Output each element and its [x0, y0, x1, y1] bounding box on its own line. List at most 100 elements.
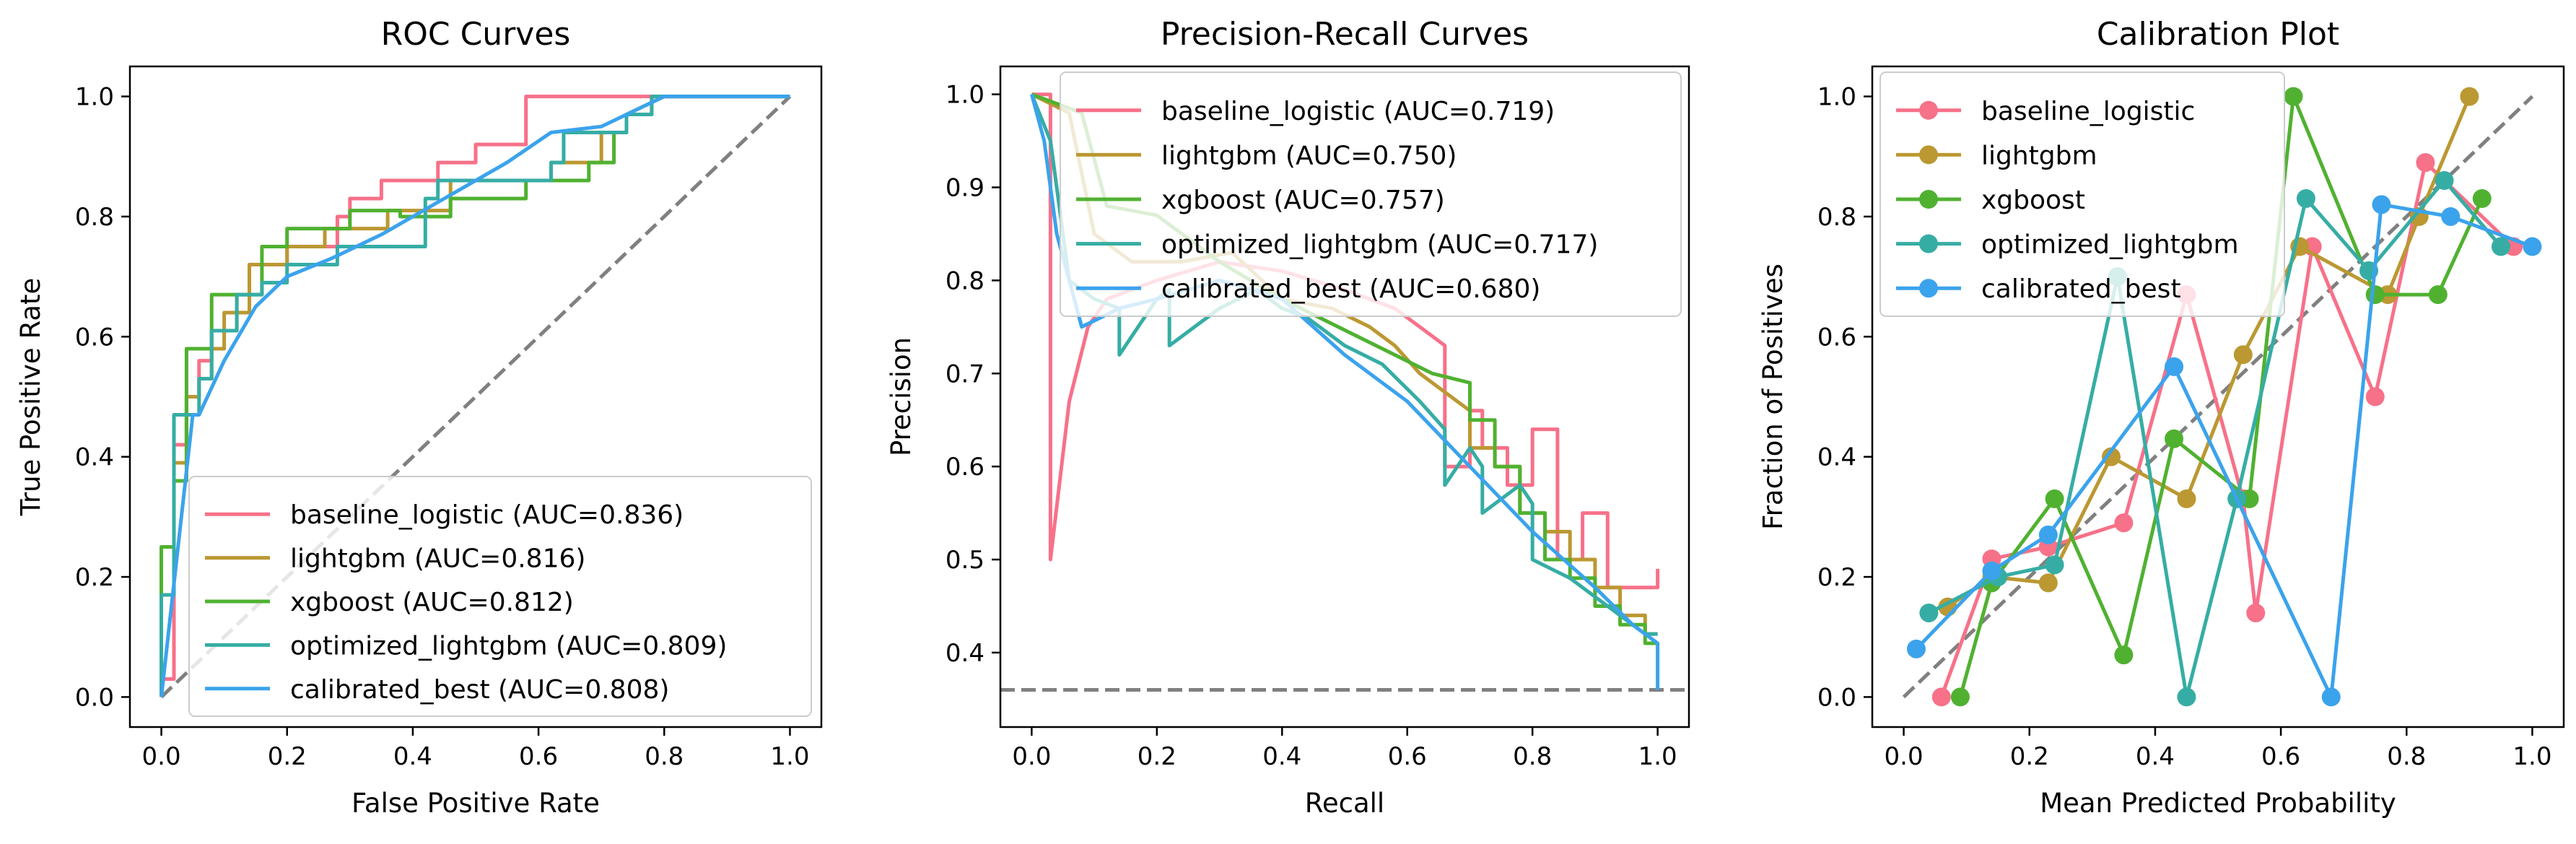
legend: baseline_logistic lightgbm xgboost optimize… [1879, 71, 2285, 317]
data-point [2284, 87, 2303, 106]
x-tick-label: 0.4 [1262, 742, 1301, 771]
data-point [1950, 687, 1970, 707]
data-point [2321, 687, 2341, 707]
x-tick-label: 0.2 [2010, 742, 2049, 771]
axes-frame [1871, 65, 2565, 728]
y-tick-label: 0.6 [1817, 323, 1856, 352]
data-point [2416, 153, 2435, 173]
data-point [2372, 195, 2391, 214]
legend-entry: lightgbm (AUC=0.816) [290, 544, 585, 574]
x-axis-label: Recall [1305, 788, 1384, 819]
data-point [2038, 525, 2058, 544]
y-axis-label: True Positive Rate [15, 278, 46, 517]
data-point [2233, 345, 2253, 365]
y-tick-label: 0.6 [75, 323, 114, 352]
x-tick-label: 0.8 [645, 742, 684, 771]
data-point [1931, 687, 1951, 707]
legend-marker [1919, 190, 1938, 209]
x-tick-label: 0.6 [2261, 742, 2300, 771]
legend-entry: calibrated_best [1981, 274, 2181, 304]
data-point [2460, 87, 2479, 106]
legend-marker [1919, 145, 1938, 165]
legend-entry: calibrated_best (AUC=0.808) [290, 675, 669, 705]
x-tick-label: 0.4 [2136, 742, 2175, 771]
reference-line [160, 95, 792, 699]
data-point [2296, 189, 2315, 208]
legend-marker [1919, 279, 1938, 298]
legend-entry: optimized_lightgbm (AUC=0.717) [1161, 230, 1598, 260]
x-tick-label: 0.0 [142, 742, 181, 771]
data-point [2101, 447, 2121, 466]
legend-entry: xgboost [1981, 186, 2085, 215]
x-tick-label: 0.0 [1885, 742, 1924, 771]
legend-marker [1919, 100, 1938, 120]
y-tick-label: 1.0 [75, 83, 114, 112]
data-point [2365, 285, 2385, 305]
axes-frame [128, 65, 823, 728]
x-tick-label: 0.6 [519, 742, 558, 771]
series-line-5 [160, 95, 790, 697]
data-point [1906, 639, 1926, 658]
y-tick-label: 0.5 [946, 546, 984, 575]
legend-box [188, 476, 812, 717]
y-tick-label: 1.0 [946, 81, 984, 110]
x-tick-label: 0.0 [1012, 742, 1051, 771]
data-point [2177, 489, 2196, 508]
y-tick-label: 0.8 [75, 203, 114, 232]
legend-entry: calibrated_best (AUC=0.680) [1161, 274, 1540, 304]
chart-panel-1: 0.0 0.2 0.4 0.6 0.8 1.0 0.0 0.2 0.4 0.6 0.8 1.0 ROC … [15, 16, 823, 819]
axes-frame [999, 65, 1690, 728]
x-tick-label: 0.6 [1388, 742, 1427, 771]
series-line-2 [1947, 95, 2471, 609]
y-tick-label: 0.2 [1817, 563, 1856, 592]
y-tick-label: 0.4 [946, 639, 984, 668]
series-line-5 [1915, 202, 2533, 699]
data-point [2441, 206, 2461, 226]
y-tick-label: 0.8 [1817, 203, 1856, 232]
y-tick-label: 0.0 [1817, 683, 1856, 712]
y-tick-label: 1.0 [1817, 83, 1856, 112]
data-point [2177, 687, 2196, 707]
legend-box [1879, 71, 2285, 317]
legend: baseline_logistic (AUC=0.836) lightgbm (A… [188, 476, 812, 717]
x-axis-label: Mean Predicted Probability [2040, 788, 2396, 819]
legend-entry: lightgbm [1981, 141, 2097, 170]
chart-title: Precision-Recall Curves [1161, 16, 1529, 53]
data-point [2114, 513, 2134, 533]
data-point [2038, 573, 2058, 593]
y-tick-label: 0.8 [946, 266, 984, 295]
data-point [2114, 645, 2134, 665]
y-axis-label: Fraction of Positives [1758, 264, 1789, 530]
data-point [2045, 489, 2064, 508]
chart-panel-2: 0.0 0.2 0.4 0.6 0.8 1.0 0.4 0.5 0.6 0.7 0.8 0.9 1.0 P… [886, 16, 1690, 819]
data-point [2045, 555, 2064, 575]
data-point [2428, 285, 2448, 305]
y-axis-label: Precision [886, 337, 917, 456]
legend: baseline_logistic (AUC=0.719) lightgbm (A… [1060, 71, 1682, 317]
x-tick-label: 0.8 [1513, 742, 1552, 771]
y-tick-label: 0.4 [75, 443, 114, 472]
data-point [1919, 603, 1939, 622]
y-tick-label: 0.2 [75, 563, 114, 592]
series-line-4 [160, 95, 790, 697]
x-tick-label: 1.0 [770, 742, 809, 771]
legend-entry: xgboost (AUC=0.812) [290, 588, 574, 617]
chart-title: Calibration Plot [2097, 16, 2339, 53]
data-point [2491, 237, 2510, 256]
data-point [1982, 561, 2001, 580]
data-point [2523, 237, 2542, 256]
y-tick-label: 0.9 [946, 174, 984, 203]
y-tick-label: 0.0 [75, 683, 114, 712]
series-line-4 [1928, 178, 2502, 699]
x-tick-label: 1.0 [2512, 742, 2551, 771]
legend-entry: optimized_lightgbm (AUC=0.809) [290, 631, 727, 661]
chart-panel-3: 0.0 0.2 0.4 0.6 0.8 1.0 0.0 0.2 0.4 0.6 0.8 1.0 Cali… [1758, 16, 2565, 819]
series-line-4 [1030, 93, 1658, 636]
x-tick-label: 0.2 [1138, 742, 1176, 771]
data-point [2165, 357, 2184, 376]
data-point [2165, 429, 2184, 448]
x-tick-label: 1.0 [1638, 742, 1677, 771]
y-tick-label: 0.7 [946, 360, 984, 388]
data-point [2365, 387, 2385, 406]
